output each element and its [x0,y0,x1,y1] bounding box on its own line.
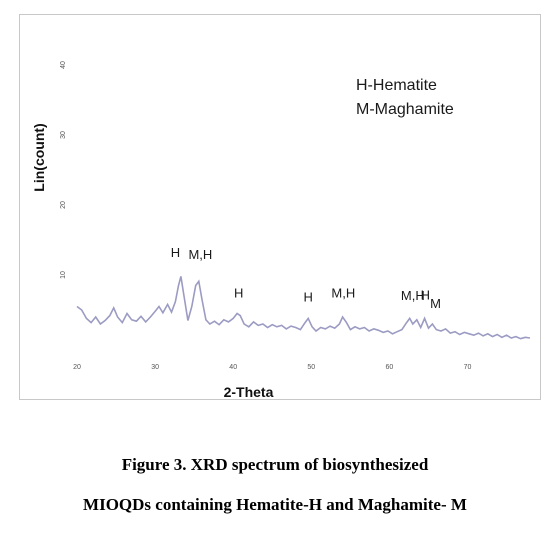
xrd-series-line [76,276,531,340]
peak-annotation: H [171,245,180,260]
peak-annotation: M [430,296,441,311]
y-tick-label: 20 [60,201,67,209]
x-tick-label: 70 [464,364,472,371]
peak-annotation: H [421,288,430,303]
y-tick-label: 40 [60,61,67,69]
figure-caption-line-1: Figure 3. XRD spectrum of biosynthesized [121,455,429,474]
legend-entry-hematite: H-Hematite [356,77,437,94]
x-tick-label: 40 [229,364,237,371]
peak-annotation: H [303,290,312,305]
x-tick-label: 50 [307,364,315,371]
figure-caption-line-2: MIOQDs containing Hematite-H and Maghami… [83,495,467,514]
y-tick-label: 10 [60,271,67,279]
x-tick-label: 20 [73,364,81,371]
peak-annotation: M,H [401,288,425,303]
peak-annotation: M,H [331,285,355,300]
legend-entry-maghamite: M-Maghamite [356,101,454,118]
x-tick-label: 60 [386,364,394,371]
y-axis-label: Lin(count) [31,123,47,191]
x-tick-label: 30 [151,364,159,371]
peak-annotation: H [234,285,243,300]
y-tick-label: 30 [60,131,67,139]
chart-frame: 10 20 30 40 20 30 40 50 60 70 Lin(count) 2-Theta H M,… [19,14,541,400]
x-axis-label: 2-Theta [224,384,274,399]
peak-annotation: M,H [188,247,212,262]
